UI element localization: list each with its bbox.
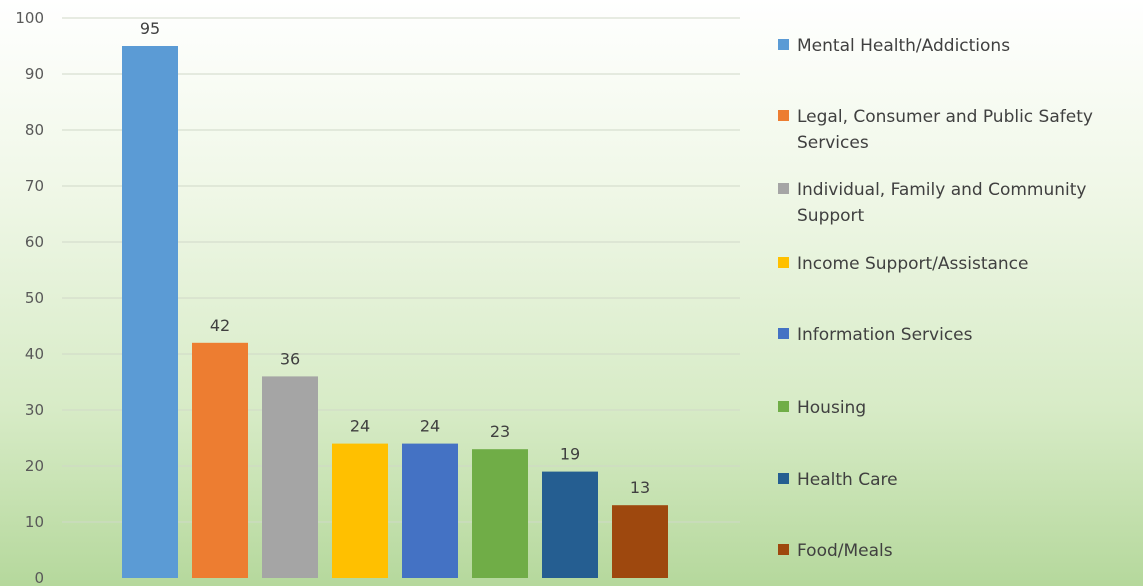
legend-item-mental-health: Mental Health/Addictions	[778, 33, 1140, 59]
data-label: 24	[350, 417, 370, 436]
y-tick-label: 100	[15, 9, 44, 27]
data-label: 13	[630, 478, 650, 497]
bar	[612, 505, 668, 578]
y-tick-label: 20	[25, 457, 44, 475]
y-tick-label: 80	[25, 121, 44, 139]
legend-swatch-icon	[778, 39, 789, 50]
legend-label: Food/Meals	[797, 541, 893, 561]
y-tick-label: 10	[25, 513, 44, 531]
bar	[402, 443, 458, 578]
bar	[332, 443, 388, 578]
legend-item-food-meals: Food/Meals	[778, 538, 1140, 564]
y-tick-label: 60	[25, 233, 44, 251]
data-label: 23	[490, 422, 510, 441]
data-label: 19	[560, 445, 580, 464]
data-label: 36	[280, 349, 300, 368]
chart-legend: Mental Health/Addictions Legal, Consumer…	[778, 0, 1143, 586]
y-tick-label: 90	[25, 65, 44, 83]
legend-label: Housing	[797, 398, 867, 418]
legend-swatch-icon	[778, 183, 789, 194]
legend-item-legal: Legal, Consumer and Public Safety Servic…	[778, 104, 1140, 156]
legend-item-housing: Housing	[778, 395, 1140, 421]
legend-item-individual-family: Individual, Family and Community Support	[778, 177, 1140, 229]
legend-swatch-icon	[778, 328, 789, 339]
legend-swatch-icon	[778, 257, 789, 268]
legend-swatch-icon	[778, 401, 789, 412]
legend-item-income-support: Income Support/Assistance	[778, 251, 1140, 277]
legend-swatch-icon	[778, 473, 789, 484]
legend-label: Information Services	[797, 325, 973, 345]
y-tick-label: 0	[34, 569, 44, 586]
data-label: 24	[420, 417, 440, 436]
bar	[192, 342, 248, 578]
y-tick-label: 70	[25, 177, 44, 195]
data-label: 95	[140, 19, 160, 38]
legend-swatch-icon	[778, 544, 789, 555]
y-tick-label: 30	[25, 401, 44, 419]
legend-item-information-services: Information Services	[778, 322, 1140, 348]
bar	[542, 471, 598, 578]
data-label: 42	[210, 316, 230, 335]
legend-label: Individual, Family and Community Support	[797, 180, 1087, 226]
legend-swatch-icon	[778, 110, 789, 121]
legend-label: Mental Health/Addictions	[797, 36, 1011, 56]
y-tick-label: 50	[25, 289, 44, 307]
legend-label: Health Care	[797, 470, 898, 490]
bar	[262, 376, 318, 578]
legend-label: Income Support/Assistance	[797, 254, 1029, 274]
legend-item-health-care: Health Care	[778, 467, 1140, 493]
legend-label: Legal, Consumer and Public Safety Servic…	[797, 107, 1093, 153]
y-tick-label: 40	[25, 345, 44, 363]
bar	[472, 449, 528, 578]
bar	[122, 46, 178, 578]
